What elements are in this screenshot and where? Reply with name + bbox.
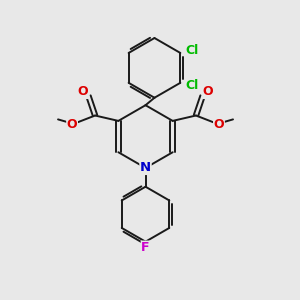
Text: F: F xyxy=(141,241,150,254)
Text: O: O xyxy=(202,85,213,98)
Text: N: N xyxy=(140,161,151,174)
Text: Cl: Cl xyxy=(185,79,198,92)
Text: O: O xyxy=(78,85,88,98)
Text: O: O xyxy=(214,118,224,131)
Text: Cl: Cl xyxy=(185,44,198,57)
Text: O: O xyxy=(67,118,77,131)
